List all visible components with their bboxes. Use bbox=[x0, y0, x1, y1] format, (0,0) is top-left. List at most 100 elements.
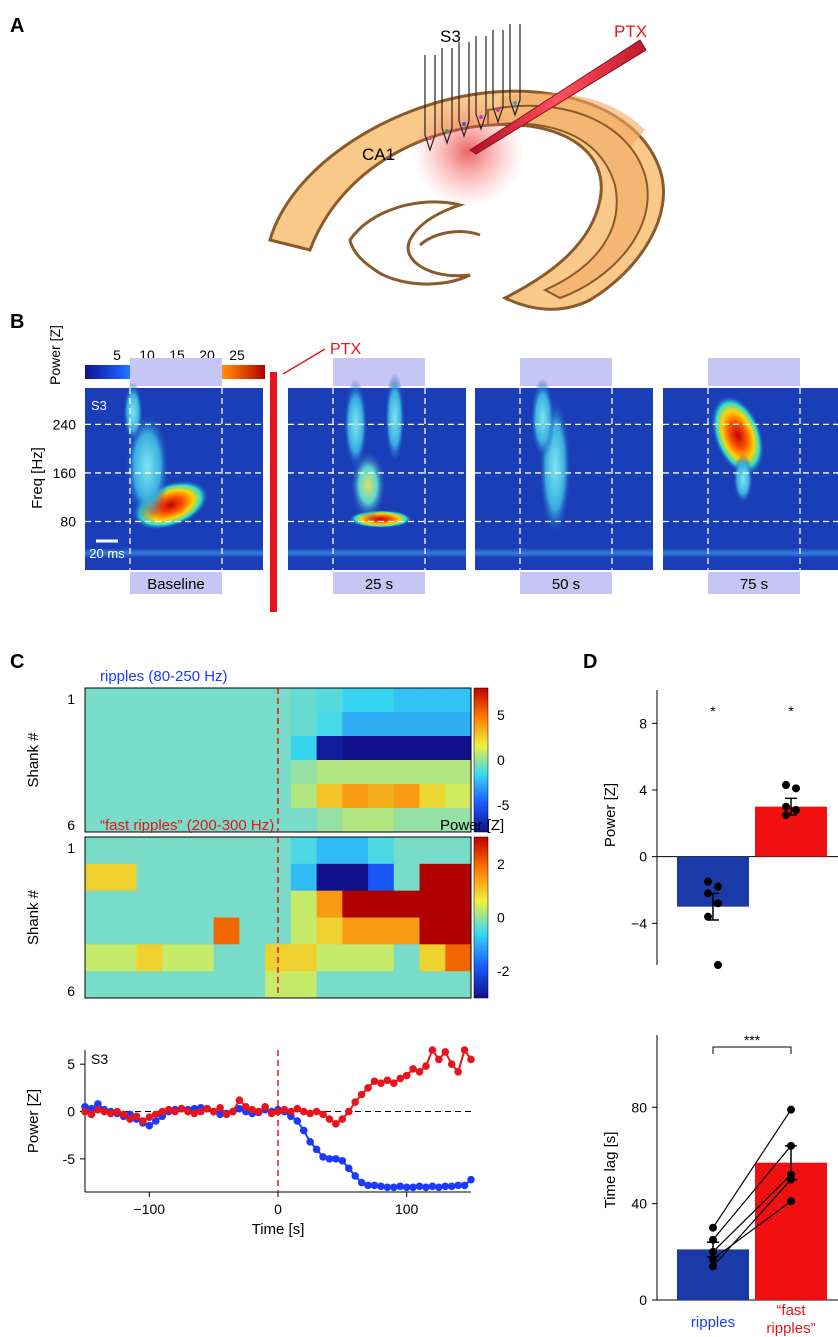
data-point bbox=[402, 1183, 411, 1192]
heatmap-cell bbox=[213, 712, 240, 737]
ptx-pipette bbox=[469, 39, 647, 155]
ptx-application-bar bbox=[270, 372, 277, 612]
data-point bbox=[383, 1183, 392, 1192]
data-point bbox=[216, 1110, 224, 1119]
heatmap-cell bbox=[290, 837, 318, 865]
subject-point bbox=[792, 784, 800, 793]
heatmap-cell bbox=[110, 917, 137, 945]
data-point bbox=[100, 1107, 109, 1116]
subject-point bbox=[792, 806, 800, 814]
colorbar-b-tick: 25 bbox=[229, 347, 245, 363]
data-point bbox=[287, 1107, 295, 1116]
panel-a-letter: A bbox=[10, 15, 24, 37]
heatmap-cell bbox=[445, 944, 472, 972]
data-point bbox=[293, 1104, 302, 1113]
condition-label-box bbox=[333, 572, 425, 594]
significance-bracket bbox=[712, 1046, 792, 1054]
data-point bbox=[319, 1153, 327, 1161]
data-point bbox=[415, 1182, 424, 1191]
heatmap-cell bbox=[187, 760, 215, 785]
data-point bbox=[248, 1105, 257, 1114]
data-point bbox=[390, 1079, 398, 1087]
heatmap-cell bbox=[187, 784, 215, 809]
data-point bbox=[312, 1145, 321, 1154]
subject-point bbox=[714, 882, 722, 891]
line-plot-title: S3 bbox=[91, 1051, 108, 1067]
heatmap-cell bbox=[265, 971, 292, 999]
condition-label: 75 s bbox=[740, 576, 768, 593]
data-point bbox=[396, 1182, 405, 1191]
heatmap-cell bbox=[368, 863, 395, 892]
data-point bbox=[435, 1183, 443, 1192]
heatmap-cell bbox=[445, 712, 472, 737]
significance-marker: * bbox=[788, 703, 794, 719]
y-axis-label: Power [Z] bbox=[602, 783, 619, 847]
y-tick-label: 0 bbox=[67, 1104, 75, 1120]
heatmap-cell bbox=[316, 688, 343, 713]
subject-point bbox=[709, 1247, 717, 1256]
heatmap-cell bbox=[419, 808, 446, 833]
data-point bbox=[383, 1076, 392, 1085]
heatmap-cell bbox=[162, 736, 189, 761]
heatmap-cell bbox=[136, 917, 163, 945]
spectrograms: 80 160 240 Baseline 25 s 50 s 75 s bbox=[53, 358, 838, 594]
paired-line bbox=[712, 1200, 792, 1260]
channel-label: S3 bbox=[91, 398, 107, 413]
heatmap-cell bbox=[368, 890, 395, 918]
data-point bbox=[94, 1105, 102, 1114]
heatmap-cell bbox=[239, 760, 266, 785]
fast-ripples-heatmap: 1 6 Shank # 2 0 -2 “fast ripples” (200-300 Hz)… bbox=[25, 817, 510, 999]
subject-point bbox=[709, 1235, 717, 1244]
heatmap-cell bbox=[368, 971, 395, 999]
heatmap-cell bbox=[342, 944, 369, 972]
ripples-heatmap: 1 6 Shank # 5 0 -5 ripples (80-250 Hz) bbox=[25, 668, 510, 833]
heatmap-cell bbox=[290, 712, 318, 737]
heatmap-cell bbox=[162, 837, 189, 865]
data-point bbox=[357, 1090, 366, 1099]
heatmap-cell bbox=[393, 712, 421, 737]
heatmap-cell bbox=[187, 837, 215, 865]
heatmap-cell bbox=[110, 712, 137, 737]
subject-point bbox=[782, 781, 790, 789]
heatmap-cell bbox=[85, 808, 112, 833]
heatmap-cell bbox=[368, 784, 395, 809]
heatmap-cell bbox=[419, 837, 446, 865]
heatmap-cell bbox=[136, 944, 163, 972]
heatmap-cell bbox=[239, 808, 266, 833]
data-point bbox=[377, 1182, 385, 1191]
data-point bbox=[370, 1077, 379, 1086]
ptx-label-b: PTX bbox=[330, 341, 361, 358]
colorbar-title: Power [Z] bbox=[440, 817, 504, 834]
data-point bbox=[390, 1183, 398, 1192]
data-point bbox=[139, 1117, 147, 1125]
paired-line bbox=[712, 1179, 792, 1267]
heatmap-cell bbox=[419, 688, 446, 713]
spectral-blob bbox=[530, 378, 555, 459]
heatmap-cell bbox=[110, 863, 137, 892]
heatmap-cell bbox=[187, 712, 215, 737]
heatmap-cell bbox=[445, 837, 472, 865]
heatmap-cell bbox=[393, 736, 421, 761]
data-point bbox=[428, 1046, 437, 1054]
heatmap-cell bbox=[213, 736, 240, 761]
subject-point bbox=[709, 1255, 717, 1264]
x-axis-label: Time [s] bbox=[252, 1221, 305, 1238]
data-point bbox=[364, 1084, 372, 1092]
scalebar-label: 20 ms bbox=[89, 546, 125, 561]
heatmap-cell bbox=[393, 890, 421, 918]
data-point bbox=[351, 1098, 360, 1106]
subject-point bbox=[709, 1223, 717, 1232]
heatmap-cell bbox=[316, 808, 343, 833]
subject-point bbox=[782, 802, 790, 811]
heatmap-cell bbox=[213, 944, 240, 972]
heatmap-cell bbox=[368, 712, 395, 737]
heatmap-cell bbox=[419, 712, 446, 737]
heatmap-cell bbox=[290, 808, 318, 833]
heatmap-cell bbox=[342, 890, 369, 918]
heatmap-cell bbox=[162, 808, 189, 833]
heatmap-cell bbox=[213, 971, 240, 999]
y-tick-label: −4 bbox=[631, 915, 647, 931]
hippocampus-schematic bbox=[268, 89, 665, 311]
heatmap-cell bbox=[342, 784, 369, 809]
heatmap-cell bbox=[213, 837, 240, 865]
